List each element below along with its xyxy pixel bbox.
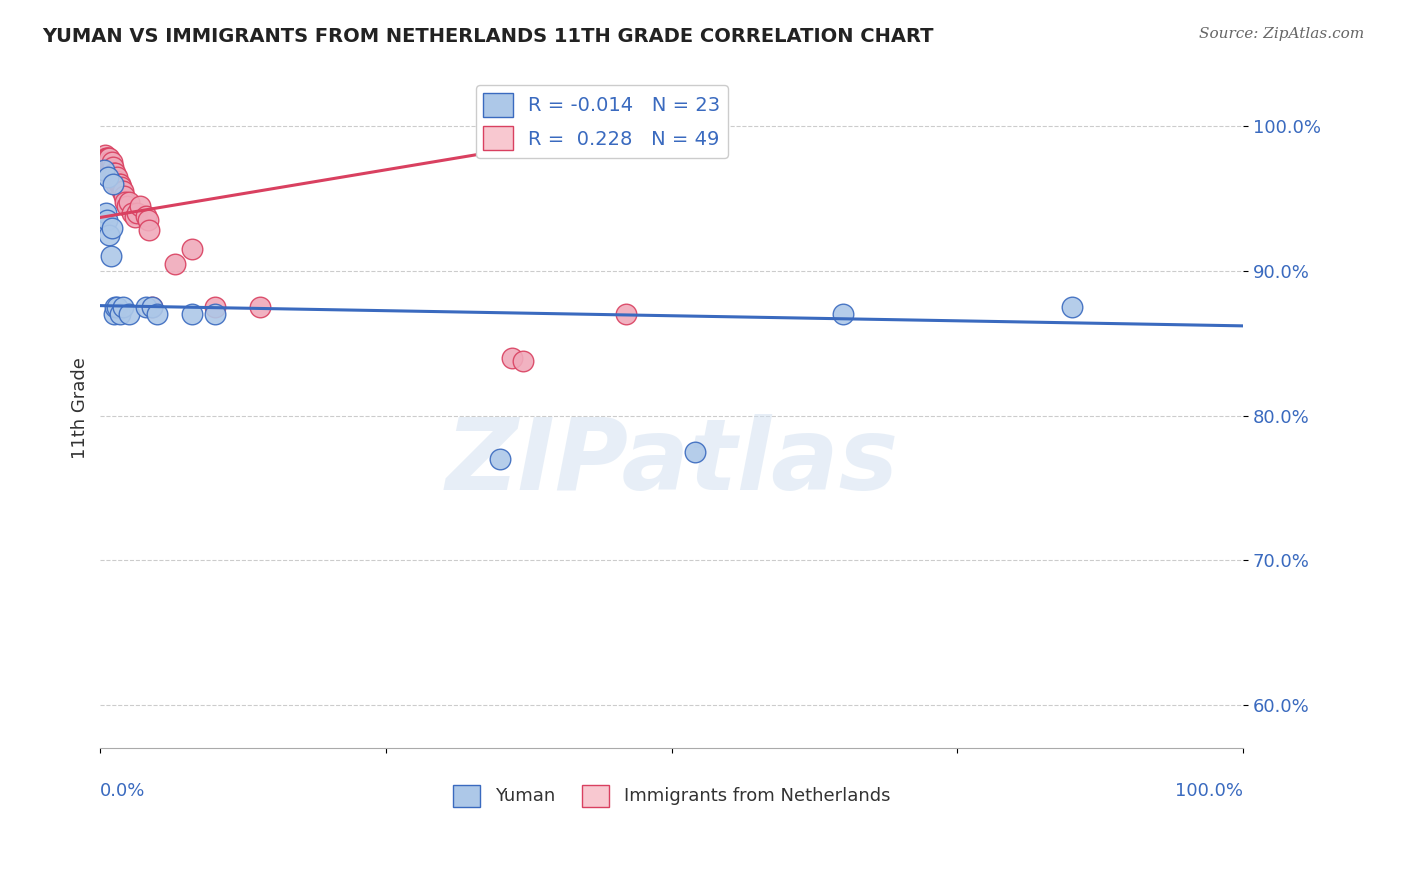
Point (121, 206, 143, 220)
Point (98, 227, 121, 242)
Point (501, 351, 523, 365)
Point (96, 151, 118, 165)
Point (100, 162, 122, 177)
Point (107, 177, 129, 191)
Point (512, 353, 534, 368)
Point (114, 194, 136, 209)
Point (98, 155, 121, 169)
Point (105, 177, 128, 191)
Point (97, 155, 120, 169)
Text: ZIPatlas: ZIPatlas (446, 414, 898, 511)
Y-axis label: 11th Grade: 11th Grade (72, 358, 89, 459)
Point (100, 160, 122, 174)
Point (104, 300, 127, 314)
Point (94, 155, 117, 169)
Point (125, 206, 148, 220)
Point (180, 307, 202, 321)
Point (204, 307, 226, 321)
Point (112, 300, 135, 314)
Point (141, 300, 163, 314)
Point (124, 211, 146, 225)
Point (135, 300, 157, 314)
Point (96, 155, 118, 169)
Point (146, 307, 169, 321)
Point (98, 151, 121, 165)
Point (97, 151, 120, 165)
Point (104, 166, 127, 180)
Point (94, 151, 117, 165)
Point (115, 199, 138, 213)
Point (118, 307, 141, 321)
Point (118, 194, 141, 209)
Point (1060, 300, 1083, 314)
Text: 0.0%: 0.0% (100, 781, 146, 799)
Point (97, 169, 120, 184)
Point (93, 155, 115, 169)
Point (112, 185, 135, 199)
Point (683, 444, 706, 458)
Point (141, 300, 163, 314)
Point (100, 250, 122, 264)
Point (98, 155, 121, 169)
Point (108, 307, 131, 321)
Point (101, 220, 124, 235)
Point (832, 307, 855, 321)
Point (94, 206, 117, 220)
Point (108, 177, 131, 191)
Point (94, 148, 117, 162)
Point (101, 160, 124, 174)
Text: YUMAN VS IMMIGRANTS FROM NETHERLANDS 11TH GRADE CORRELATION CHART: YUMAN VS IMMIGRANTS FROM NETHERLANDS 11T… (42, 27, 934, 45)
Point (101, 166, 124, 180)
Point (249, 300, 271, 314)
Point (96, 213, 118, 227)
Point (103, 169, 125, 184)
Point (489, 451, 512, 466)
Point (138, 223, 160, 237)
Point (163, 257, 186, 271)
Point (104, 169, 127, 184)
Point (91, 162, 114, 177)
Point (103, 307, 125, 321)
Point (107, 300, 129, 314)
Point (101, 155, 124, 169)
Point (93, 162, 115, 177)
Point (129, 199, 152, 213)
Legend: Yuman, Immigrants from Netherlands: Yuman, Immigrants from Netherlands (446, 777, 897, 814)
Point (107, 169, 129, 184)
Text: Source: ZipAtlas.com: Source: ZipAtlas.com (1198, 27, 1364, 41)
Point (107, 174, 129, 188)
Point (101, 160, 124, 174)
Text: 100.0%: 100.0% (1175, 781, 1243, 799)
Point (110, 180, 132, 194)
Point (135, 209, 157, 223)
Point (180, 242, 202, 256)
Point (111, 185, 134, 199)
Point (112, 188, 135, 202)
Point (614, 307, 637, 321)
Point (103, 166, 125, 180)
Point (204, 300, 226, 314)
Point (138, 213, 160, 227)
Point (101, 177, 124, 191)
